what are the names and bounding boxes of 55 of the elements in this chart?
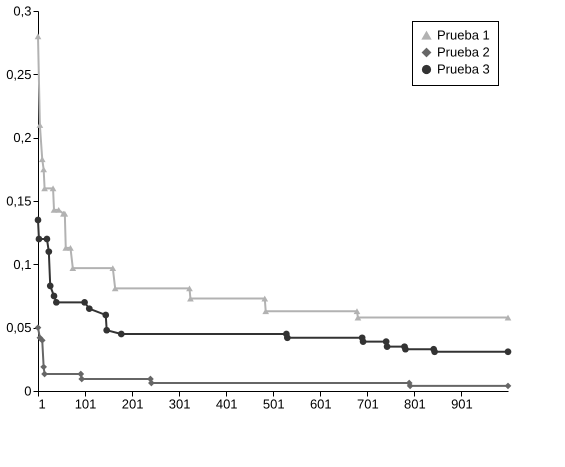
x-tick-label: 401	[216, 396, 238, 412]
point	[504, 314, 512, 320]
point	[384, 343, 390, 350]
point	[431, 348, 438, 356]
point	[34, 33, 42, 40]
x-tick-label: 601	[310, 396, 332, 412]
y-tick-label: 0	[24, 384, 32, 398]
x-tick-label: 501	[262, 396, 285, 412]
point	[103, 326, 110, 334]
x-tick-label: 301	[168, 396, 190, 412]
point	[34, 216, 42, 224]
x-tick-label: 1	[38, 396, 46, 412]
point	[81, 298, 88, 306]
point	[148, 380, 155, 386]
point	[36, 236, 42, 242]
y-tick-label: 0,3	[13, 4, 32, 18]
x-tick-label: 201	[122, 396, 144, 412]
legend-label: Prueba 3	[437, 62, 490, 76]
point	[354, 314, 362, 320]
point	[186, 285, 193, 292]
y-tick-label: 0,25	[6, 66, 32, 82]
point	[50, 185, 56, 192]
point	[109, 265, 116, 272]
point	[284, 334, 291, 342]
point	[504, 348, 512, 356]
point	[45, 248, 52, 256]
y-tick-label: 0,2	[13, 130, 32, 146]
point	[52, 298, 60, 306]
point	[40, 166, 47, 172]
x-tick-label: 701	[356, 396, 379, 412]
point	[118, 330, 125, 338]
point	[504, 382, 512, 390]
point	[40, 364, 47, 370]
legend-label: Prueba 1	[437, 28, 490, 42]
point	[50, 292, 58, 300]
point	[38, 336, 46, 344]
x-tick-label: 101	[74, 396, 96, 412]
point	[261, 296, 268, 302]
y-tick-label: 0,1	[13, 256, 32, 272]
point	[34, 324, 42, 332]
point	[354, 308, 360, 314]
point	[46, 282, 54, 290]
legend-label: Prueba 2	[437, 44, 490, 60]
y-tick-label: 0,15	[6, 194, 32, 208]
point	[41, 370, 48, 378]
point	[102, 312, 110, 318]
x-tick-label: 901	[451, 396, 473, 412]
point	[44, 236, 50, 242]
point	[187, 296, 194, 302]
y-tick-label: 0,05	[6, 320, 32, 336]
x-tick-label: 801	[404, 396, 426, 412]
point	[67, 244, 74, 251]
point	[402, 346, 409, 353]
point	[360, 338, 366, 345]
point	[86, 305, 93, 312]
